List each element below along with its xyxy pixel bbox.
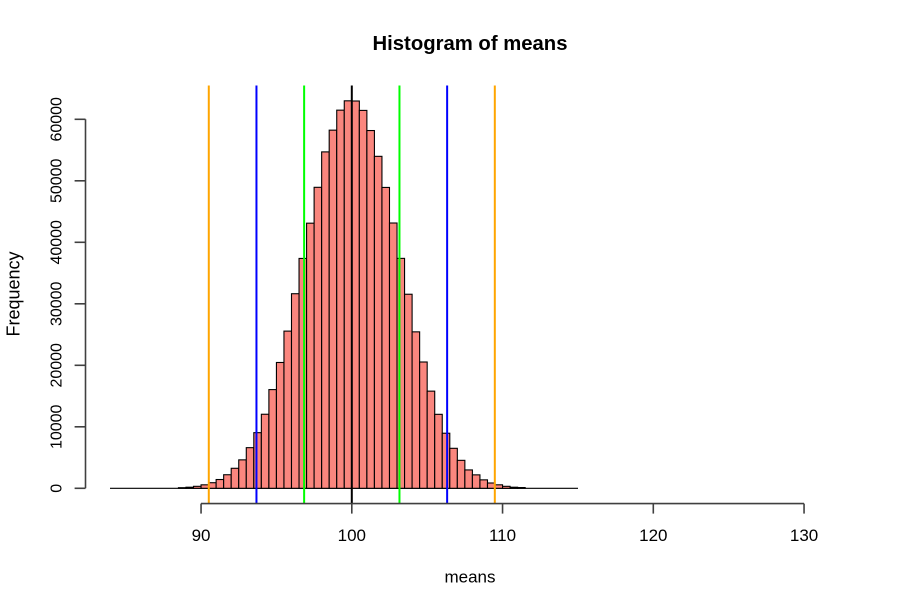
svg-text:50000: 50000 [48,158,65,203]
svg-text:20000: 20000 [48,343,65,388]
svg-text:60000: 60000 [48,97,65,142]
svg-text:Frequency: Frequency [4,251,24,336]
svg-text:30000: 30000 [48,281,65,326]
svg-text:110: 110 [489,526,516,545]
svg-text:40000: 40000 [48,220,65,265]
svg-text:130: 130 [790,526,818,545]
svg-text:Histogram of means: Histogram of means [373,33,568,55]
svg-text:100: 100 [338,526,366,545]
svg-text:10000: 10000 [48,404,65,449]
svg-text:90: 90 [192,526,211,545]
svg-text:120: 120 [639,526,667,545]
svg-text:means: means [444,568,495,587]
svg-text:0: 0 [48,484,65,493]
